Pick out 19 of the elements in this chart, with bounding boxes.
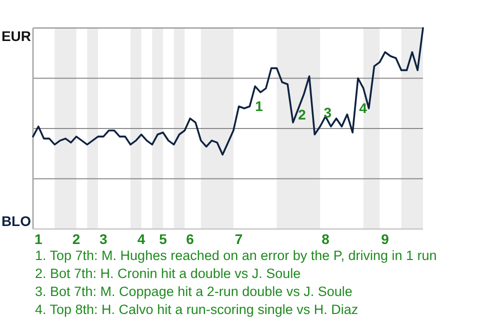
x-tick-label: 9 <box>381 231 390 247</box>
x-tick-label: 6 <box>186 231 194 247</box>
x-tick-label: 7 <box>234 231 243 247</box>
annotation: 1 <box>255 98 264 114</box>
text: 2. Bot 7th: H. Cronin hit a double vs J. Soule <box>35 266 301 281</box>
text: EUR <box>1 28 31 44</box>
x-tick-label: 5 <box>159 231 168 247</box>
annotation: 3 <box>324 104 332 120</box>
text: 3. Bot 7th: M. Coppage hit a 2-run double vs J. Soule <box>35 284 352 299</box>
text: 1. Top 7th: M. Hughes reached on an error by the P, driving in 1 run <box>35 248 437 263</box>
text: BLO <box>1 213 32 229</box>
x-tick-label: 4 <box>137 231 146 247</box>
x-tick-label: 2 <box>72 231 80 247</box>
x-tick-label: 1 <box>34 231 43 247</box>
x-tick-label: 3 <box>100 231 108 247</box>
text: 4. Top 8th: H. Calvo hit a run-scoring single vs H. Diaz <box>35 302 358 317</box>
annotation: 4 <box>359 100 368 116</box>
x-tick-label: 8 <box>322 231 330 247</box>
annotation: 2 <box>298 106 306 122</box>
